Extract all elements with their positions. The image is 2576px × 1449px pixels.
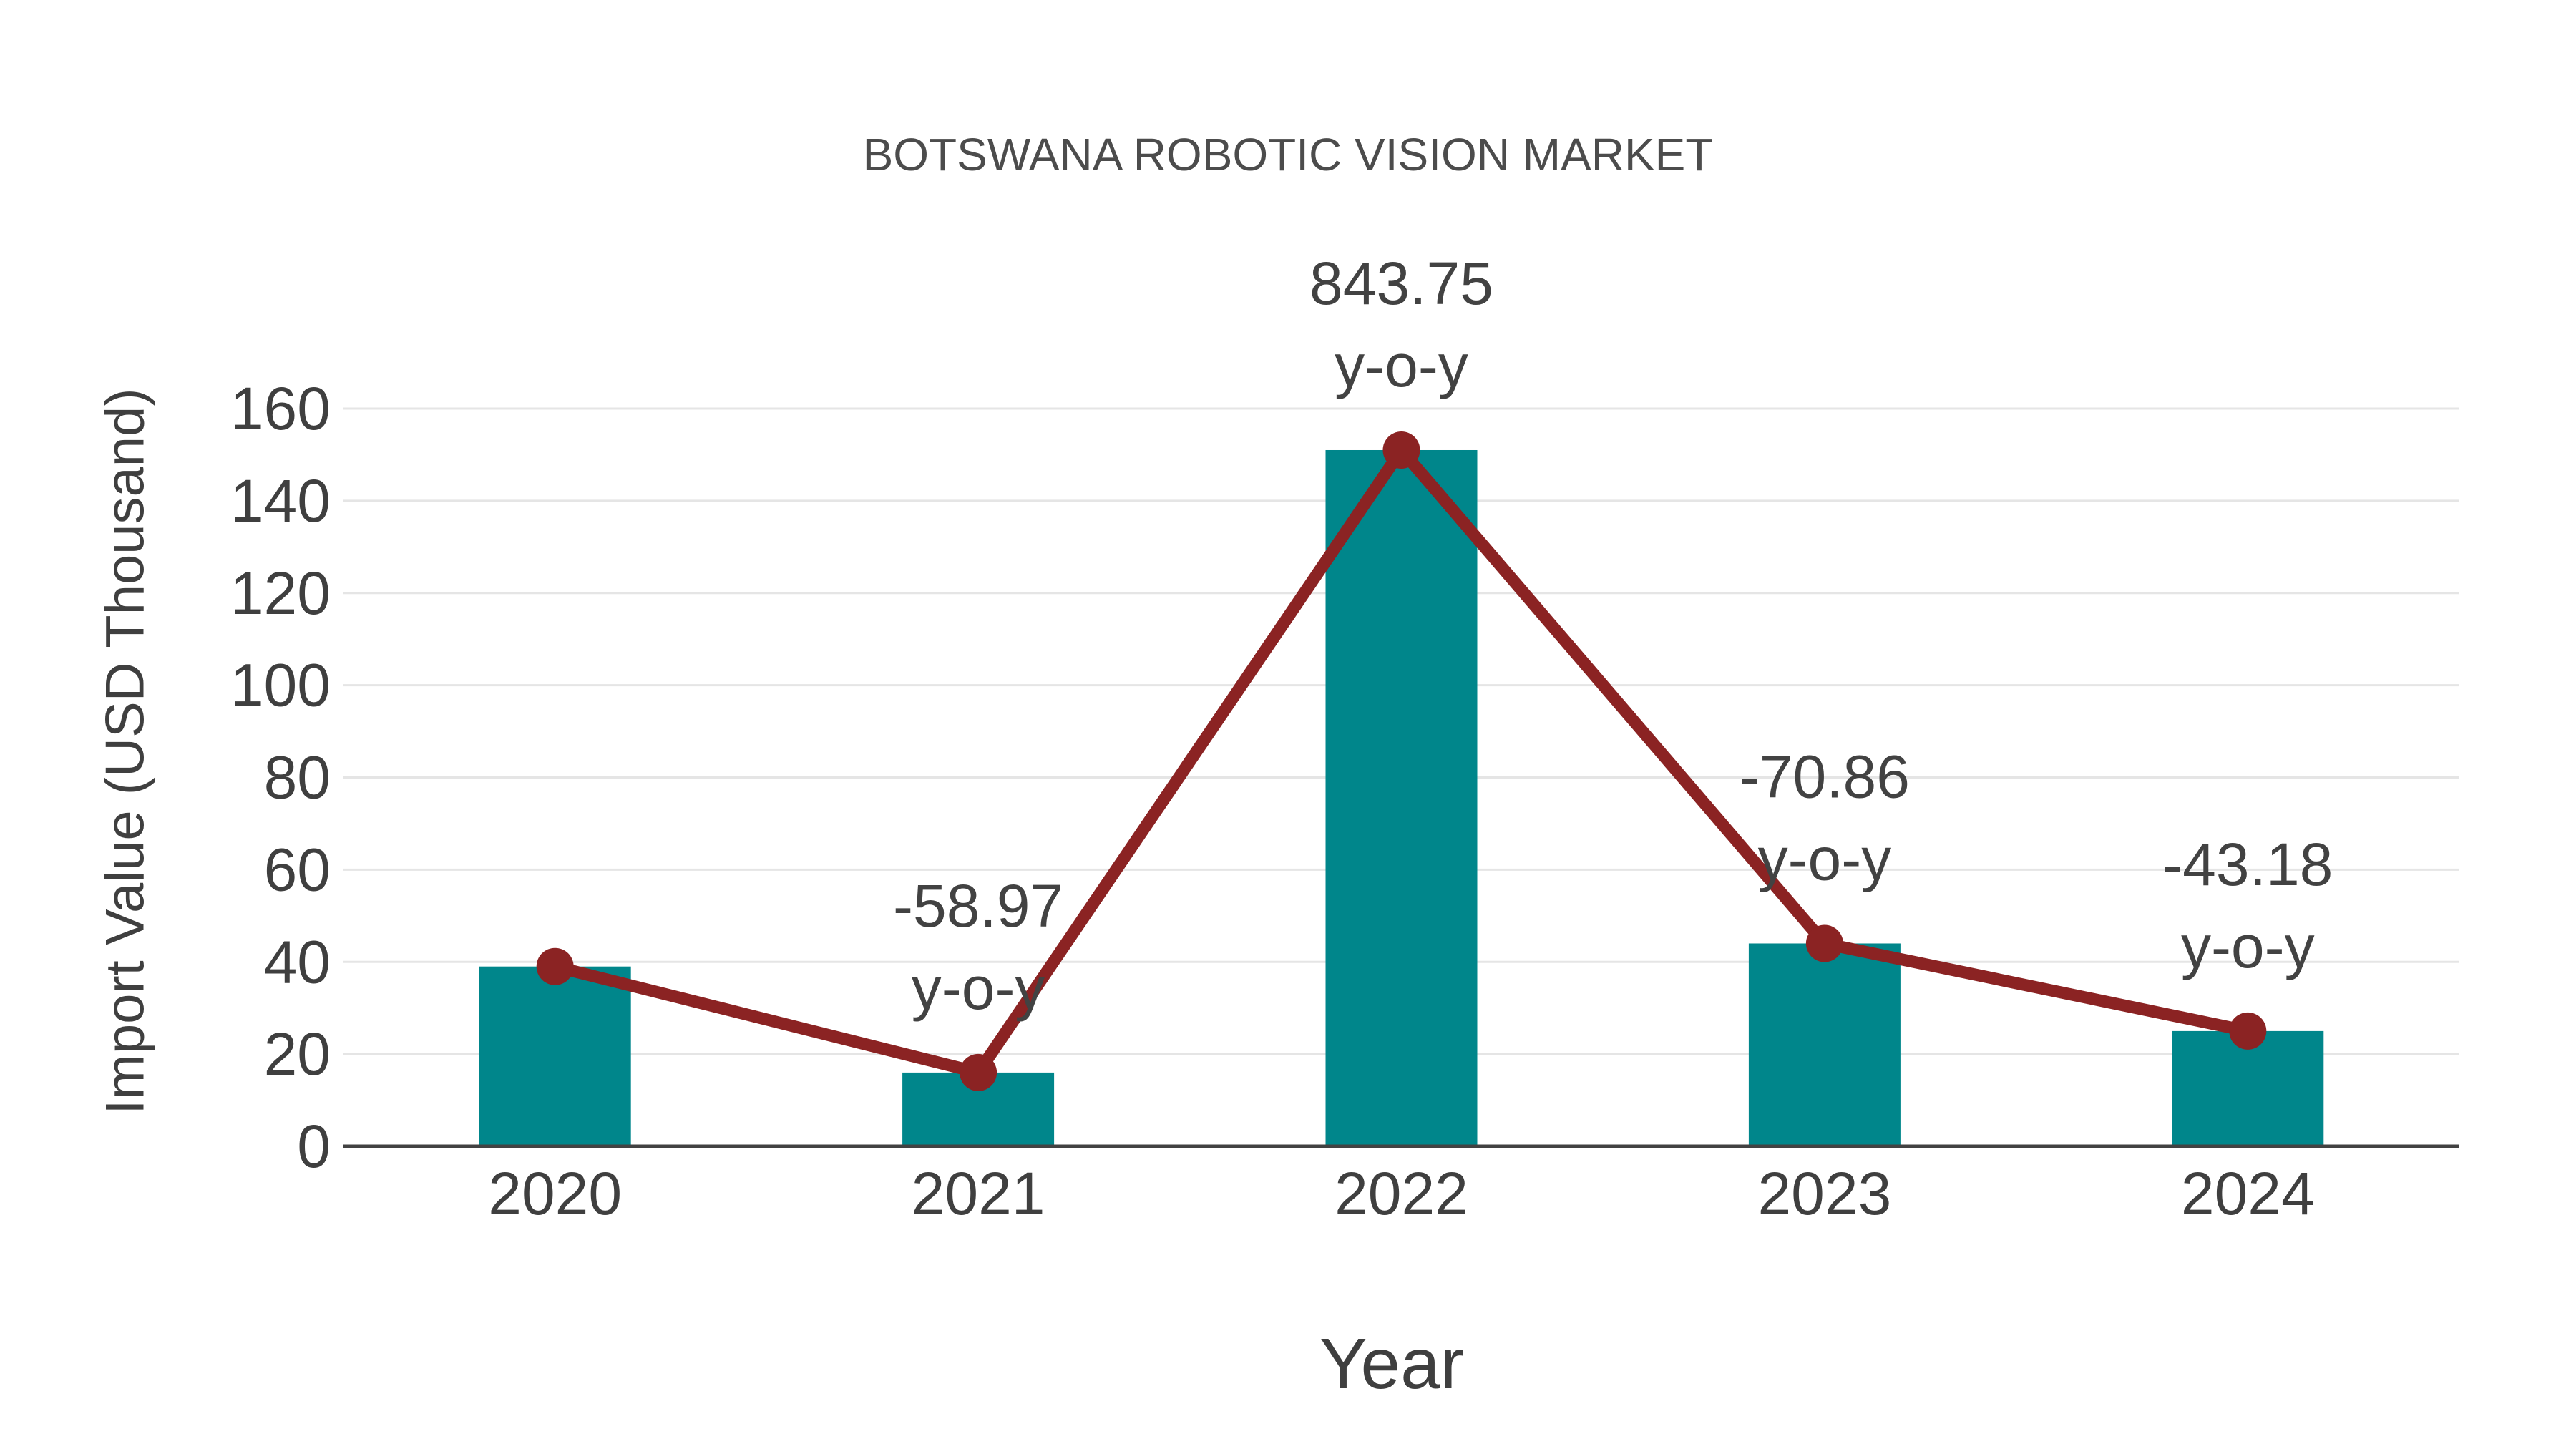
y-tick-label: 120 xyxy=(230,560,331,627)
y-tick-label: 0 xyxy=(297,1113,331,1180)
annotation-value: 843.75 xyxy=(1309,250,1493,317)
annotation-yoy-label: y-o-y xyxy=(2181,913,2315,980)
annotation-yoy-label: y-o-y xyxy=(1335,332,1468,399)
trend-marker xyxy=(2229,1012,2267,1050)
x-tick-label: 2022 xyxy=(1335,1160,1468,1227)
y-tick-label: 60 xyxy=(264,836,331,903)
y-tick-label: 40 xyxy=(264,928,331,995)
bar xyxy=(2172,1030,2324,1146)
y-tick-labels: 0 20 40 60 80 100 120 140 160 xyxy=(230,375,331,1180)
trend-marker xyxy=(536,947,574,985)
annotation-yoy-label: y-o-y xyxy=(1758,825,1892,892)
annotation-value: -58.97 xyxy=(893,872,1063,940)
y-tick-label: 20 xyxy=(264,1020,331,1088)
bar-series xyxy=(479,449,2324,1146)
bar xyxy=(1748,943,1901,1146)
annotation-value: -43.18 xyxy=(2162,831,2333,898)
x-tick-labels: 2020 2021 2022 2023 2024 xyxy=(488,1160,2314,1227)
x-tick-label: 2021 xyxy=(912,1160,1045,1227)
x-tick-label: 2020 xyxy=(488,1160,622,1227)
trend-marker xyxy=(960,1053,997,1091)
trend-marker xyxy=(1382,431,1420,469)
bar xyxy=(1325,449,1478,1146)
annotation-value: -70.86 xyxy=(1740,743,1910,810)
x-tick-label: 2023 xyxy=(1757,1160,1891,1227)
bar xyxy=(479,966,631,1146)
trend-marker xyxy=(1805,924,1843,962)
y-tick-label: 100 xyxy=(230,652,331,719)
line-series xyxy=(536,431,2267,1091)
x-axis-title: Year xyxy=(1319,1324,1464,1404)
x-tick-label: 2024 xyxy=(2181,1160,2315,1227)
y-tick-label: 160 xyxy=(230,375,331,442)
y-tick-label: 140 xyxy=(230,467,331,535)
y-tick-label: 80 xyxy=(264,744,331,811)
annotations: -58.97 y-o-y 843.75 y-o-y -70.86 y-o-y -43.18 y… xyxy=(893,250,2333,1022)
y-axis-title: Import Value (USD Thousand) xyxy=(95,388,156,1114)
chart-title: BOTSWANA ROBOTIC VISION MARKET xyxy=(863,129,1714,180)
annotation-yoy-label: y-o-y xyxy=(912,955,1045,1022)
